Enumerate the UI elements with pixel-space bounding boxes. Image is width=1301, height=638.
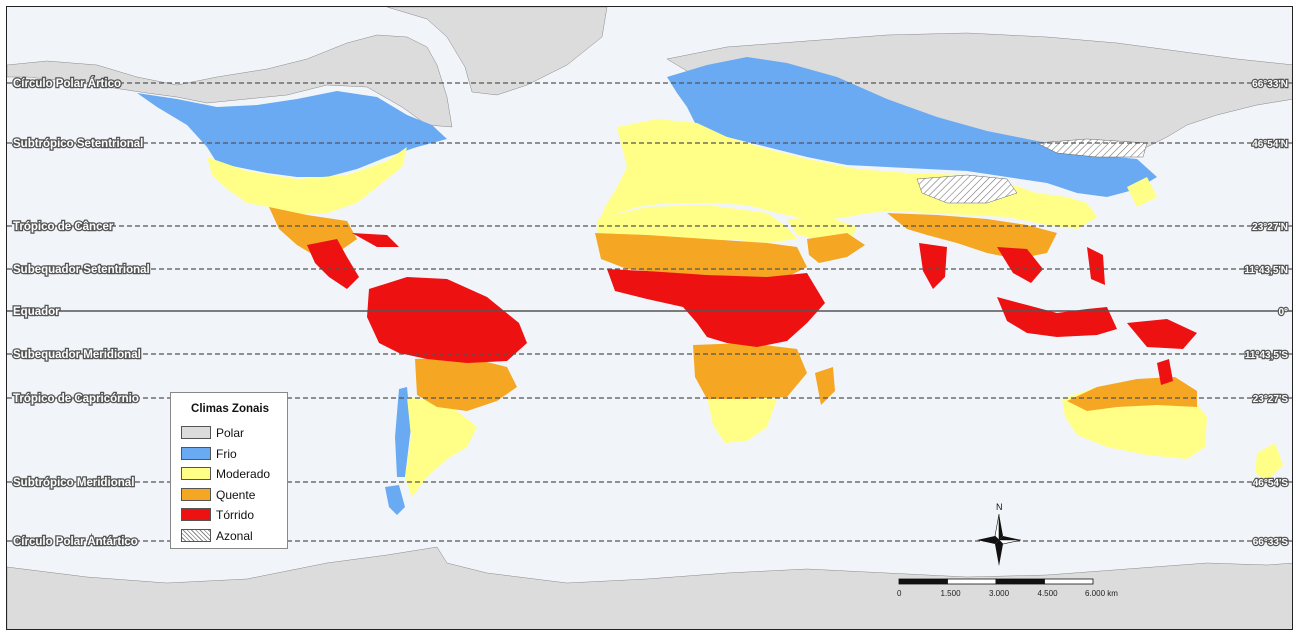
cold-zones — [137, 57, 1157, 515]
latitude-degree: 11°43,5'S — [1245, 350, 1288, 361]
latitude-degree: 66°33'N — [1252, 79, 1288, 90]
scale-segment — [947, 578, 997, 585]
north-label: N — [996, 502, 1003, 512]
map-canvas: Círculo Polar Ártico 66°33'N Subtrópico Se… — [7, 7, 1292, 629]
latitude-name: Equador — [13, 306, 60, 318]
legend-item: Tórrido — [181, 507, 285, 523]
legend-label: Tórrido — [216, 508, 255, 522]
latitude-degree: 0° — [1278, 307, 1288, 318]
legend-swatch — [181, 467, 211, 480]
legend-item: Frio — [181, 446, 285, 462]
latitude-name: Subequador Setentrional — [13, 264, 150, 276]
legend: Climas Zonais Polar Frio Moderado Quente Tór… — [170, 392, 288, 549]
legend-item: Polar — [181, 425, 285, 441]
north-arrow: N — [977, 502, 1022, 566]
latitude-name: Círculo Polar Ártico — [13, 77, 121, 90]
scale-segment — [898, 578, 948, 585]
torrid-zones — [307, 233, 1197, 385]
latitude-name: Círculo Polar Antártico — [13, 536, 138, 548]
polar-zones — [7, 7, 1292, 629]
latitude-degree: 11°43,5'N — [1244, 265, 1288, 276]
legend-label: Polar — [216, 426, 245, 440]
latitude-degree: 46°54'S — [1253, 478, 1289, 489]
scale-tick-label: 6.000 km — [1085, 589, 1118, 598]
legend-swatch — [181, 426, 211, 439]
latitude-name: Subequador Meridional — [13, 349, 141, 361]
latitude-name: Subtrópico Setentrional — [13, 138, 143, 150]
legend-label: Azonal — [216, 528, 253, 543]
legend-label: Quente — [216, 487, 256, 502]
legend-swatch — [181, 508, 211, 521]
legend-swatch — [181, 446, 211, 460]
scale-tick-label: 3.000 — [989, 589, 1010, 598]
scale-segment — [1044, 578, 1094, 585]
legend-label: Frio — [216, 446, 237, 461]
latitude-lines: Círculo Polar Ártico 66°33'N Subtrópico Se… — [7, 76, 1292, 549]
latitude-name: Subtrópico Meridional — [13, 477, 134, 489]
latitude-degree: 23°27'S — [1253, 394, 1289, 405]
climate-map: Círculo Polar Ártico 66°33'N Subtrópico Se… — [6, 6, 1293, 630]
scale-bar: 0 1.500 3.000 4.500 6.000 km — [897, 578, 1118, 598]
scale-segment — [995, 578, 1045, 585]
scale-tick-label: 1.500 — [941, 589, 962, 598]
latitude-degree: 46°54'N — [1252, 139, 1288, 150]
latitude-degree: 66°33'S — [1253, 537, 1289, 548]
legend-item: Moderado — [181, 466, 285, 482]
scale-tick-label: 0 — [897, 589, 902, 598]
scale-tick-label: 4.500 — [1038, 589, 1059, 598]
legend-swatch — [181, 487, 211, 501]
legend-item: Azonal — [181, 528, 285, 544]
latitude-name: Trópico de Capricórnio — [13, 393, 139, 405]
legend-label: Moderado — [216, 467, 271, 481]
latitude-degree: 23°27'N — [1252, 222, 1288, 233]
legend-item: Quente — [181, 487, 285, 503]
latitude-name: Trópico de Câncer — [13, 221, 114, 233]
legend-title: Climas Zonais — [191, 403, 269, 415]
legend-swatch — [181, 528, 211, 542]
